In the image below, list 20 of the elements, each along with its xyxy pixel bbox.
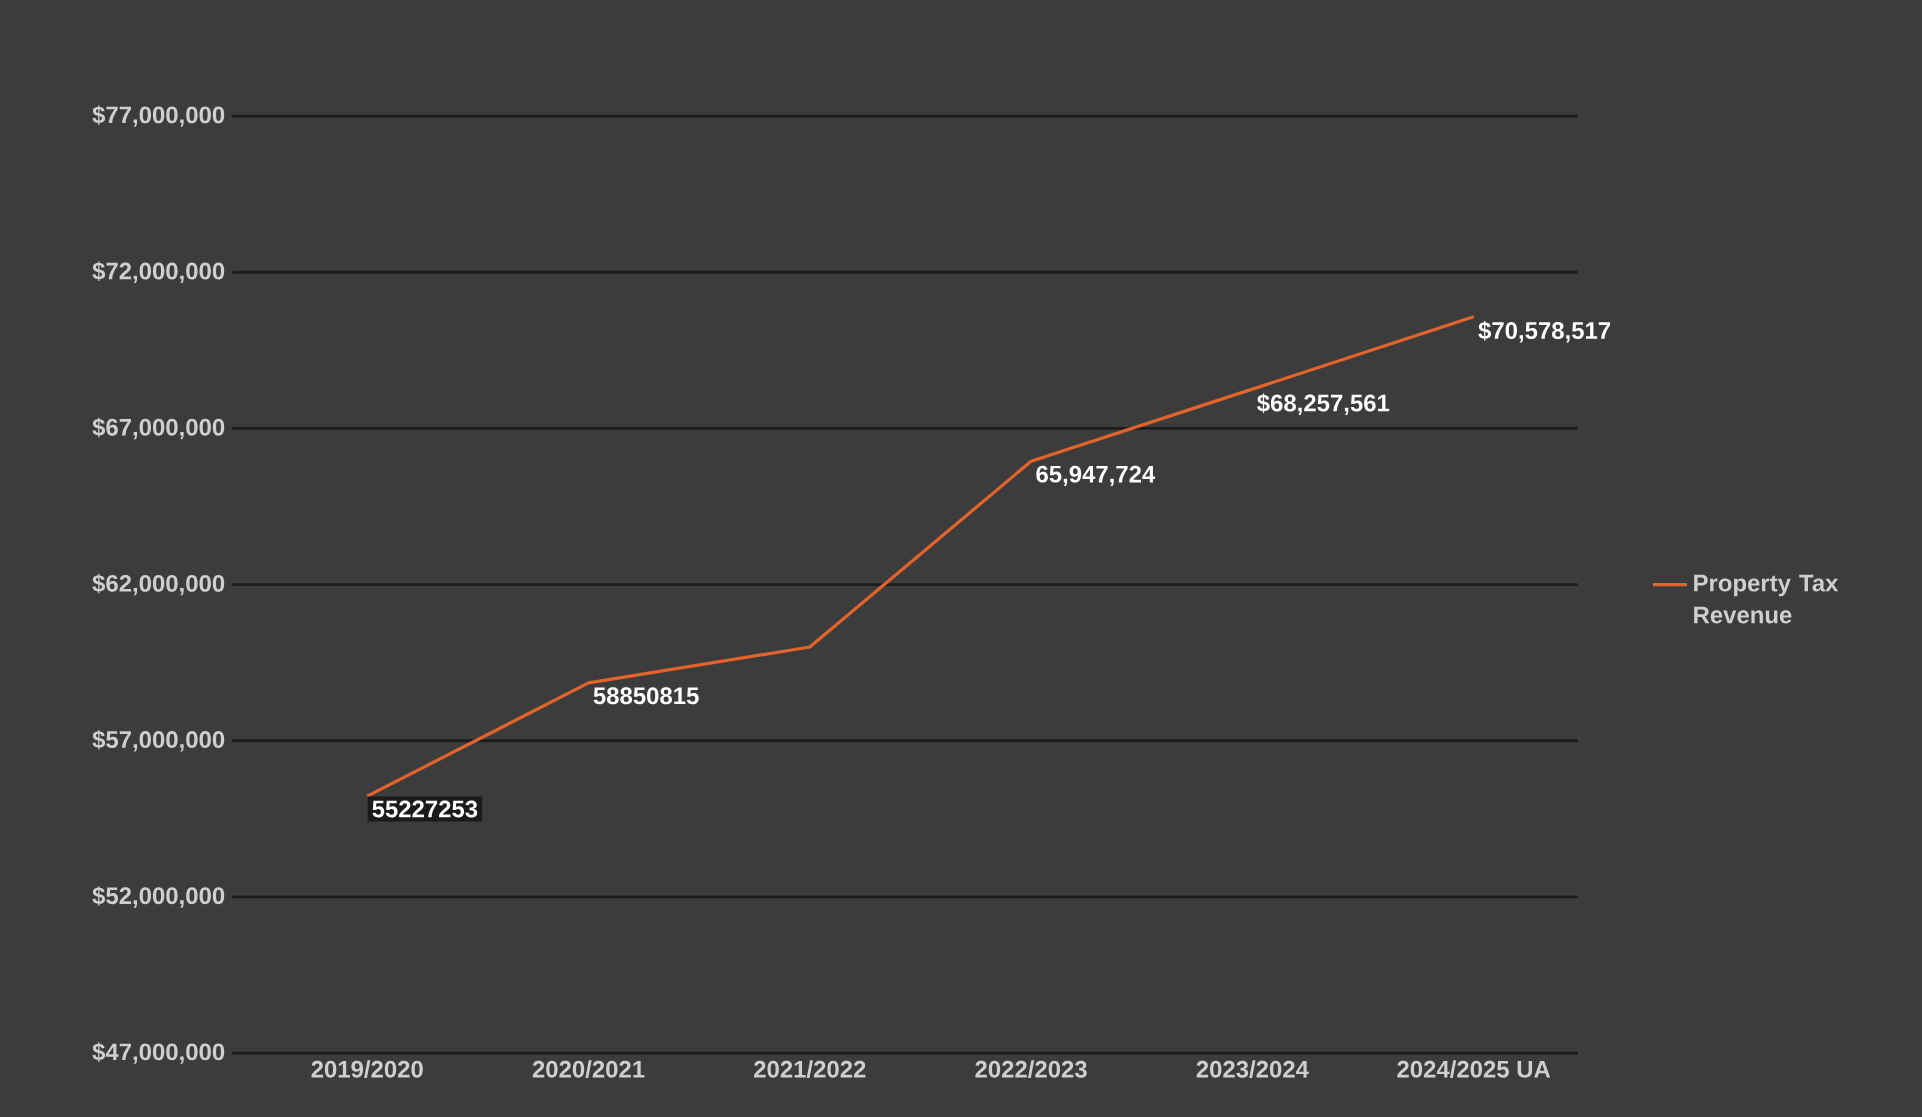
y-tick-label: $72,000,000: [92, 261, 225, 283]
data-label: 65,947,724: [1036, 465, 1156, 487]
data-label: 55227253: [372, 800, 478, 818]
x-tick-label: 2022/2023: [975, 1060, 1087, 1078]
x-tick-label: 2023/2024: [1196, 1060, 1309, 1078]
y-tick-label: $62,000,000: [92, 573, 225, 596]
data-label: 58850815: [593, 687, 699, 705]
x-tick-label: 2021/2022: [754, 1060, 866, 1078]
y-tick-label: $67,000,000: [92, 417, 225, 440]
y-tick-label: $77,000,000: [92, 105, 225, 127]
line-series: [365, 314, 1476, 798]
y-tick-label: $47,000,000: [92, 1042, 225, 1064]
y-tick-label: $57,000,000: [92, 729, 225, 752]
x-tick-label: 2020/2021: [532, 1060, 645, 1078]
y-tick-label: $52,000,000: [92, 886, 225, 908]
legend-label: Property Tax Revenue: [1694, 574, 1839, 624]
x-tick-label: 2019/2020: [311, 1060, 423, 1078]
data-label: $70,578,517: [1478, 320, 1611, 343]
data-label: $68,257,561: [1257, 393, 1390, 415]
x-tick-label: 2024/2025 UA: [1397, 1060, 1551, 1078]
